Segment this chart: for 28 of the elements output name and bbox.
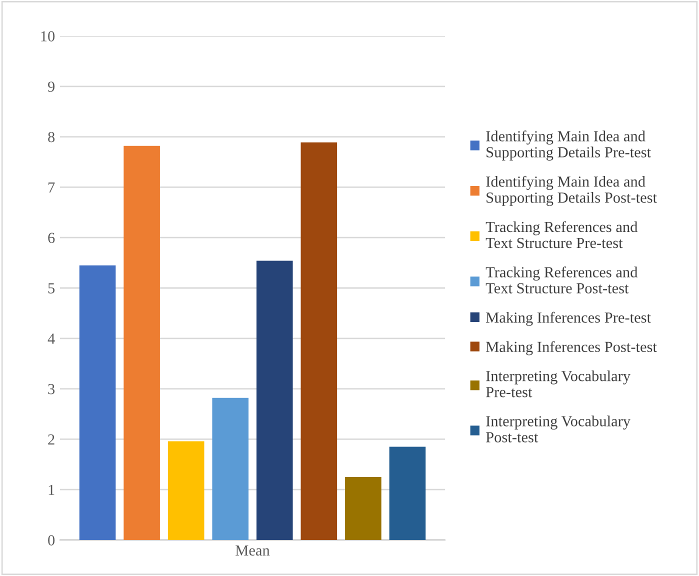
bar [212,398,249,540]
bar [389,446,426,540]
bar [345,477,382,540]
legend-label: Interpreting Vocabulary Pre-test [486,370,630,398]
y-tick-label: 7 [48,182,55,192]
bar [79,265,116,540]
y-tick-label: 1 [48,484,54,495]
y-tick-label: 5 [48,283,55,294]
y-tick-label: 9 [48,82,55,92]
legend-label: Interpreting Vocabulary Post-test [486,416,630,442]
x-tick-label: Mean [236,545,270,556]
legend-label: Tracking References and Text Structure Pre-test [486,221,638,248]
y-tick-label: 2 [48,434,54,444]
bar [168,441,204,540]
y-tick-label: 10 [41,31,55,42]
legend-label: Tracking References and Text Structure Post-test [486,266,638,294]
legend-label: Identifying Main Idea and Supporting Details Pre-test [486,130,651,161]
legend-label: Making Inferences Pre-test [486,312,651,326]
y-tick-label: 6 [48,232,55,244]
bar [124,146,160,540]
y-tick-label: 0 [48,535,55,546]
bar [300,142,338,540]
y-tick-label: 4 [48,334,55,344]
y-tick-label: 3 [48,384,55,394]
y-tick-label: 8 [48,132,55,142]
legend-label: Making Inferences Post-test [486,341,657,356]
bar [256,260,293,540]
legend-label: Identifying Main Idea and Supporting Details Post-test [486,176,657,206]
